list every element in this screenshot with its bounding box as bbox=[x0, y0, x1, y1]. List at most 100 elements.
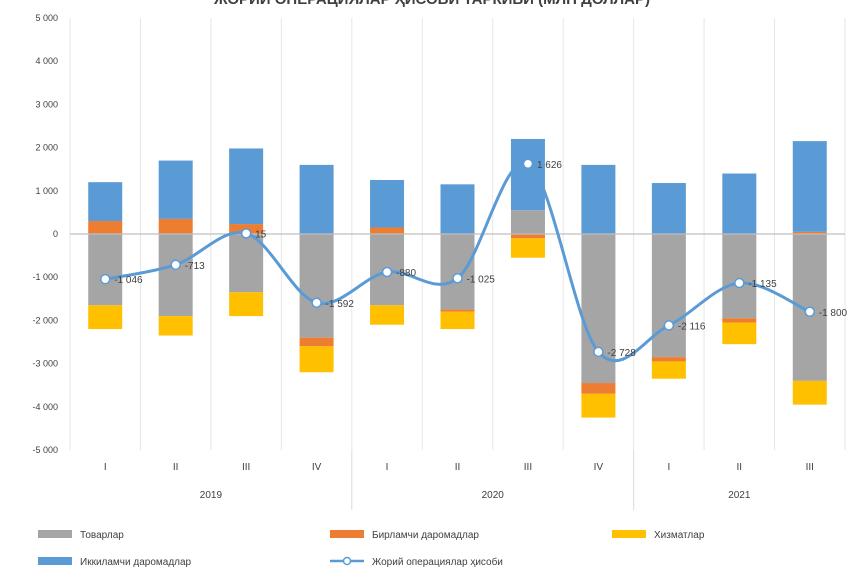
bar-goods bbox=[88, 234, 123, 306]
bar-goods bbox=[581, 234, 616, 384]
bar-primary_income bbox=[299, 337, 334, 347]
line-point bbox=[99, 273, 111, 285]
legend-swatch bbox=[330, 530, 364, 538]
data-label: -713 bbox=[185, 261, 205, 272]
line-point bbox=[381, 266, 393, 278]
x-category-label: IV bbox=[594, 462, 604, 473]
bar-goods bbox=[722, 234, 757, 319]
line-point bbox=[311, 297, 322, 309]
legend-label: Бирламчи даромадлар bbox=[372, 530, 479, 541]
bar-primary_income bbox=[440, 309, 475, 312]
data-label: -2 116 bbox=[678, 321, 706, 332]
bar-services bbox=[722, 322, 757, 345]
legend-item: Бирламчи даромадлар bbox=[330, 530, 479, 541]
legend: Товарлар Бирламчи даромадлар Хизматлар Икки… bbox=[38, 530, 705, 568]
bar-services bbox=[651, 361, 686, 379]
data-label: -880 bbox=[396, 268, 416, 279]
bar-primary_income bbox=[88, 221, 123, 234]
bar-goods bbox=[158, 234, 193, 317]
legend-swatch bbox=[38, 530, 72, 538]
bar-secondary_income bbox=[88, 182, 123, 222]
data-label: -1 800 bbox=[819, 308, 848, 319]
data-label: -1 046 bbox=[114, 275, 143, 286]
bar-services bbox=[158, 316, 193, 336]
bar-primary_income bbox=[370, 227, 405, 234]
legend-label: Товарлар bbox=[80, 530, 124, 541]
data-label: -2 728 bbox=[607, 348, 636, 359]
legend-item: Хизматлар bbox=[612, 530, 705, 541]
y-tick-label: 2 000 bbox=[35, 143, 58, 153]
x-group-label: 2019 bbox=[200, 490, 223, 501]
line-point bbox=[663, 320, 675, 331]
y-tick-label: -2 000 bbox=[32, 315, 58, 325]
axis-layer: 5 000 4 000 3 000 2 000 1 000 0 -1 000 -2 000 -3… bbox=[32, 13, 845, 510]
line-point bbox=[734, 277, 745, 289]
legend-item: Иккиламчи даромадлар bbox=[38, 557, 192, 568]
y-tick-label: 5 000 bbox=[35, 13, 58, 23]
y-tick-label: 3 000 bbox=[35, 99, 58, 109]
y-tick-label: -4 000 bbox=[32, 402, 58, 412]
x-category-label: III bbox=[524, 462, 532, 473]
x-category-label: II bbox=[737, 462, 743, 473]
bar-secondary_income bbox=[510, 138, 545, 211]
x-category-label: III bbox=[806, 462, 814, 473]
x-category-label: II bbox=[455, 462, 461, 473]
y-tick-label: -5 000 bbox=[32, 445, 58, 455]
data-label: -1 025 bbox=[467, 274, 496, 285]
bar-primary_income bbox=[792, 231, 827, 234]
legend-swatch bbox=[38, 557, 72, 565]
data-label: 1 626 bbox=[537, 160, 562, 171]
x-group-label: 2021 bbox=[728, 490, 751, 501]
bar-services bbox=[88, 305, 123, 330]
bar-secondary_income bbox=[722, 173, 757, 234]
x-category-label: I bbox=[104, 462, 107, 473]
line-layer bbox=[99, 158, 816, 363]
bar-goods bbox=[299, 234, 334, 338]
legend-label: Хизматлар bbox=[654, 530, 705, 541]
bar-secondary_income bbox=[158, 160, 193, 219]
bar-secondary_income bbox=[370, 180, 405, 228]
x-category-label: II bbox=[173, 462, 179, 473]
legend-item: Товарлар bbox=[38, 530, 124, 541]
bar-primary_income bbox=[722, 318, 757, 323]
bar-services bbox=[299, 346, 334, 373]
bar-secondary_income bbox=[229, 148, 264, 225]
bar-secondary_income bbox=[651, 183, 686, 234]
bar-layer bbox=[88, 138, 827, 418]
bar-primary_income bbox=[158, 218, 193, 234]
legend-label: Иккиламчи даромадлар bbox=[80, 557, 192, 568]
data-label: -1 135 bbox=[748, 279, 777, 290]
data-label: 15 bbox=[255, 229, 267, 240]
y-tick-label: 1 000 bbox=[35, 186, 58, 196]
bar-services bbox=[510, 238, 545, 258]
bar-goods bbox=[440, 234, 475, 310]
line-point bbox=[593, 346, 604, 358]
bar-goods bbox=[651, 234, 686, 358]
line-point bbox=[804, 306, 816, 318]
line-point bbox=[170, 259, 181, 271]
x-group-label: 2020 bbox=[482, 490, 505, 501]
line-point bbox=[240, 228, 252, 239]
bar-services bbox=[229, 292, 264, 317]
bar-primary_income bbox=[651, 357, 686, 362]
bar-secondary_income bbox=[440, 184, 475, 234]
line-point bbox=[452, 273, 463, 284]
label-layer: -1 046 -713 15 -1 592 -880 -1 025 1 626 -2 728 -… bbox=[114, 160, 847, 359]
y-tick-label: -1 000 bbox=[32, 272, 58, 282]
bar-goods bbox=[229, 234, 264, 293]
x-category-label: I bbox=[667, 462, 670, 473]
bar-goods bbox=[510, 210, 545, 234]
x-category-label: III bbox=[242, 462, 250, 473]
bar-primary_income bbox=[510, 234, 545, 239]
legend-swatch-marker bbox=[342, 556, 352, 566]
legend-label: Жорий операциялар ҳисоби bbox=[372, 556, 503, 568]
bar-primary_income bbox=[581, 383, 616, 394]
line-point bbox=[522, 158, 534, 170]
x-category-label: IV bbox=[312, 462, 322, 473]
bar-services bbox=[581, 393, 616, 418]
y-tick-label: 0 bbox=[53, 229, 58, 239]
y-tick-label: 4 000 bbox=[35, 56, 58, 66]
bar-services bbox=[440, 311, 475, 330]
data-label: -1 592 bbox=[326, 299, 355, 310]
